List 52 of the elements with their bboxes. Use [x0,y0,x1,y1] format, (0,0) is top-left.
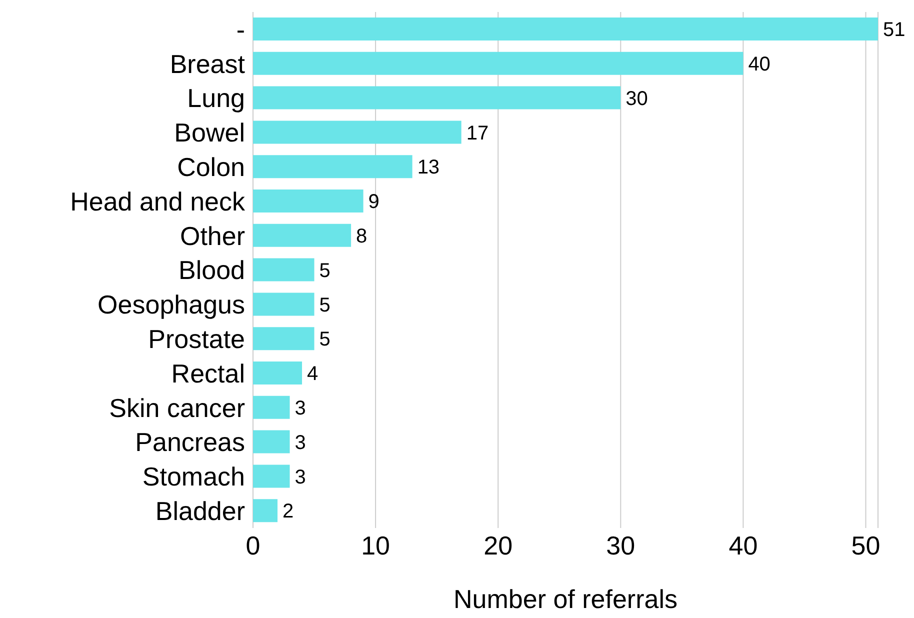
bar [253,430,290,454]
bar [253,499,278,522]
data-label: 8 [356,226,368,248]
bar [253,464,290,488]
data-label: 3 [294,432,306,454]
y-tick-label: Pancreas [135,427,245,458]
bar [253,362,302,385]
bar [253,327,314,350]
data-label: 17 [466,122,489,144]
x-tick-label: 40 [728,530,758,560]
y-tick-label: Colon [177,152,245,182]
y-tick-label: Oesophagus [98,290,245,320]
bar [253,52,744,75]
y-tick-label: Skin cancer [109,392,246,423]
bar [253,258,314,282]
data-label: 9 [368,191,380,214]
bar [253,18,878,41]
data-label: 30 [626,88,648,110]
bar [253,155,412,178]
data-label: 40 [748,54,770,76]
data-label: 2 [282,500,294,523]
x-tick-label: 10 [361,530,390,560]
data-label: 5 [319,294,330,316]
y-tick-label: Stomach [142,462,245,492]
data-label: 4 [307,363,318,386]
y-tick-label: - [236,14,245,44]
data-label: 3 [294,398,306,420]
data-label: 51 [883,19,906,42]
bar [253,224,352,247]
bar [253,292,314,316]
y-tick-label: Other [180,220,246,251]
bar [253,86,621,110]
y-tick-label: Bowel [174,118,245,148]
x-tick-label: 50 [851,530,880,560]
y-tick-label: Bladder [155,496,246,526]
x-tick-label: 20 [484,530,513,560]
x-axis-title: Number of referrals [454,584,678,614]
x-tick-label: 30 [606,530,636,560]
bar [253,190,364,213]
y-tick-label: Head and neck [70,186,246,216]
y-tick-label: Breast [170,48,246,79]
y-tick-label: Prostate [148,324,245,354]
x-tick-label: 0 [246,530,260,560]
bar [253,120,462,144]
data-label: 5 [319,328,330,351]
bar [253,396,290,419]
data-label: 13 [417,156,440,179]
y-tick-label: Blood [178,255,245,286]
y-tick-label: Rectal [171,358,245,388]
data-label: 3 [294,466,306,488]
data-label: 5 [319,260,330,282]
y-tick-label: Lung [187,83,245,114]
